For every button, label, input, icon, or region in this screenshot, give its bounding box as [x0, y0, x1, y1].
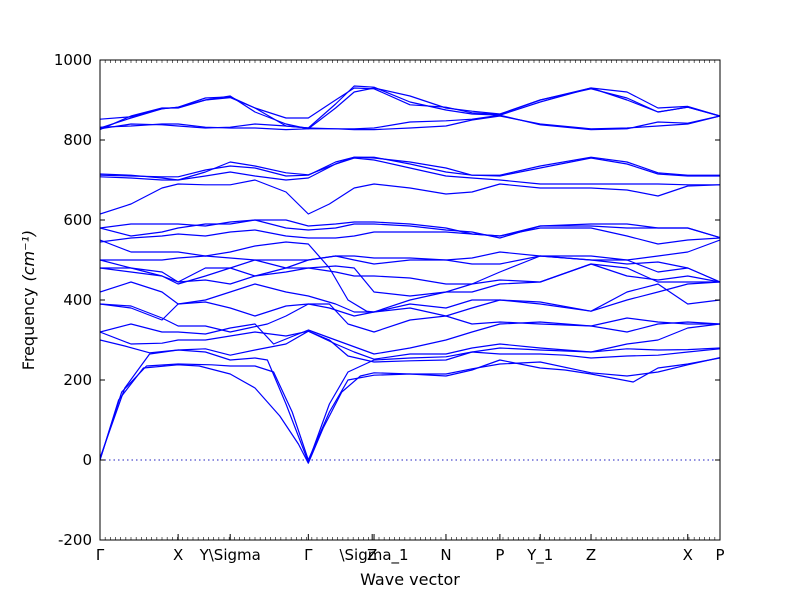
band-line-23	[100, 114, 720, 131]
y-tick-label: 200	[63, 371, 92, 389]
band-line-17	[100, 219, 720, 239]
x-axis-label: Wave vector	[360, 570, 460, 589]
band-line-24	[100, 87, 720, 131]
band-line-5	[100, 323, 720, 360]
x-tick-label: X	[173, 546, 183, 564]
band-line-26	[100, 87, 720, 120]
band-line-2	[100, 357, 720, 461]
x-tick-label: Γ	[304, 546, 313, 564]
band-line-14	[100, 239, 720, 313]
y-tick-label: 0	[82, 451, 92, 469]
band-line-10	[100, 263, 720, 285]
band-line-6	[100, 321, 720, 355]
x-tick-label: Z	[367, 546, 377, 564]
x-tick-label: Y\Sigma	[199, 546, 261, 564]
y-tick-label: -200	[58, 531, 92, 549]
band-line-3	[100, 348, 720, 463]
band-line-8	[100, 283, 720, 321]
band-line-19	[100, 157, 720, 186]
band-line-7	[100, 303, 720, 333]
band-line-22	[100, 115, 720, 131]
y-tick-label: 600	[63, 211, 92, 229]
x-tick-label: P	[715, 546, 724, 564]
band-line-13	[100, 251, 720, 283]
band-line-18	[100, 179, 720, 215]
y-axis-label: Frequency (cm⁻¹)	[19, 230, 38, 370]
band-line-15	[100, 227, 720, 245]
x-tick-label: P	[495, 546, 504, 564]
y-tick-label: 400	[63, 291, 92, 309]
y-axis-label-text: Frequency	[19, 288, 38, 371]
y-tick-label: 1000	[54, 51, 92, 69]
band-line-4	[100, 330, 720, 363]
x-tick-label: Γ	[96, 546, 105, 564]
x-tick-label: Z	[586, 546, 596, 564]
x-tick-label: Y_1	[526, 546, 553, 565]
band-line-9	[100, 281, 720, 313]
band-line-21	[100, 156, 720, 181]
band-line-11	[100, 263, 720, 297]
band-line-1	[100, 357, 720, 464]
y-tick-label: 800	[63, 131, 92, 149]
band-line-12	[100, 255, 720, 285]
x-tick-label: X	[683, 546, 693, 564]
x-tick-label: \Sigma_1	[339, 546, 408, 565]
band-line-25	[100, 85, 720, 129]
y-axis-label-unit: (cm⁻¹)	[19, 230, 38, 282]
x-tick-label: N	[440, 546, 451, 564]
band-line-20	[100, 156, 720, 178]
band-line-16	[100, 219, 720, 239]
